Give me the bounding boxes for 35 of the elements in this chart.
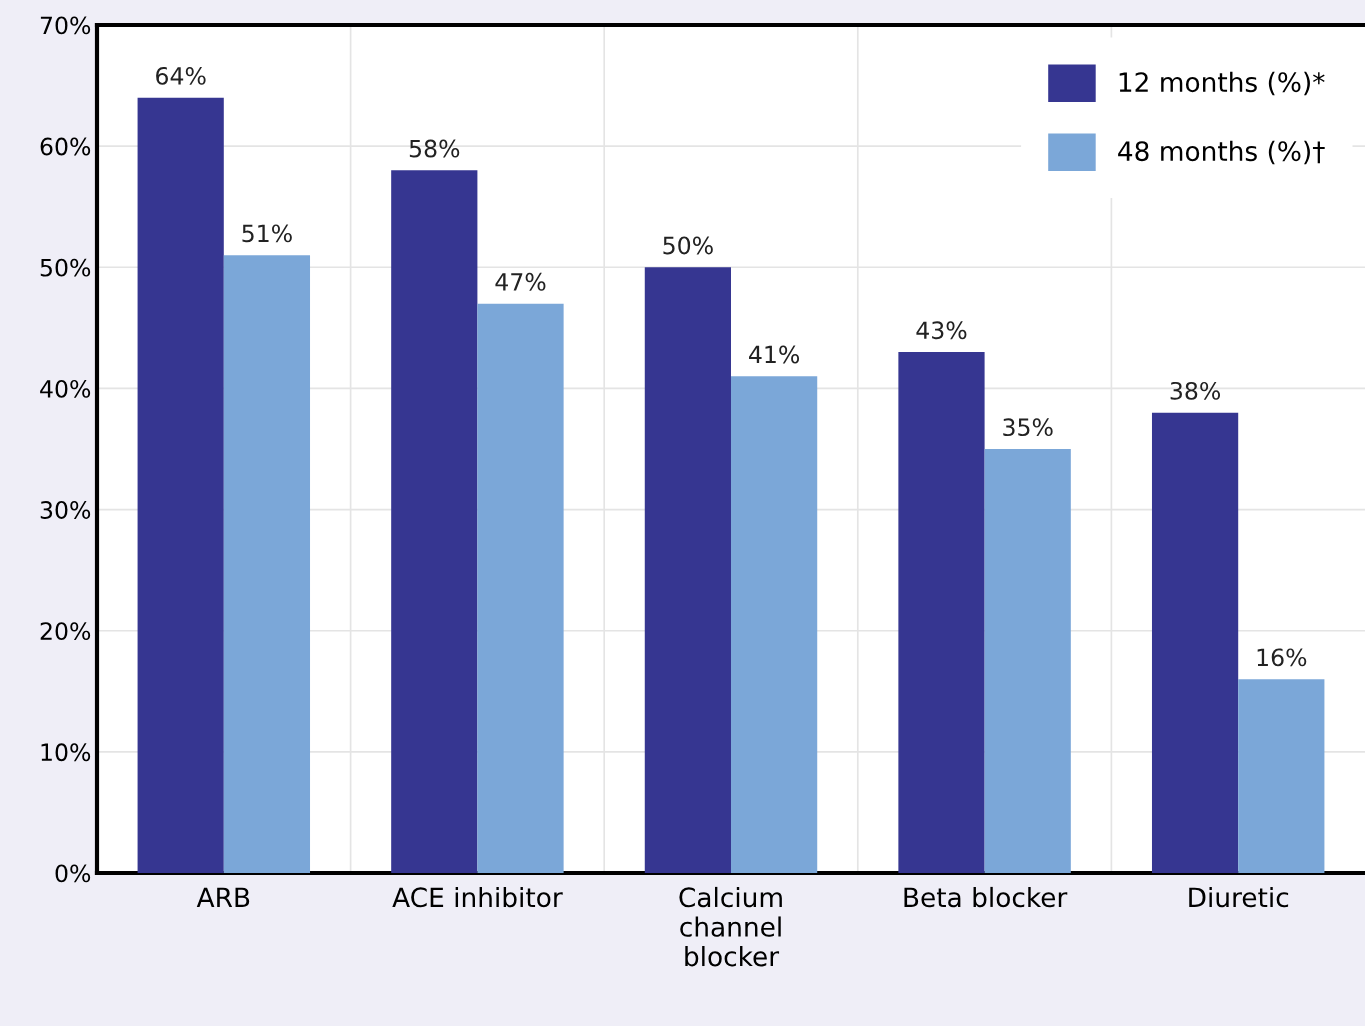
bar (644, 267, 731, 873)
legend-label: 48 months (%)† (1118, 140, 1325, 165)
y-tick-label: 20% (40, 622, 91, 641)
data-label: 43% (916, 321, 967, 340)
data-label: 58% (409, 139, 460, 158)
y-tick-label: 10% (41, 743, 91, 762)
data-label: 35% (1003, 418, 1053, 437)
bar (137, 97, 224, 873)
bar (223, 255, 311, 873)
data-label: 50% (663, 236, 713, 255)
data-label: 16% (1257, 648, 1307, 667)
data-label: 38% (1170, 381, 1221, 400)
bar (898, 352, 985, 873)
y-tick-label: 60% (40, 137, 91, 156)
y-tick-label: 70% (40, 16, 91, 35)
bar (1238, 679, 1325, 873)
data-label: 64% (156, 66, 206, 85)
x-tick-label: ACE inhibitor (392, 886, 563, 908)
x-tick-label: Beta blocker (904, 886, 1068, 908)
legend-label: 12 months (%)* (1119, 71, 1325, 96)
y-tick-label: 40% (40, 379, 91, 398)
bar (477, 303, 564, 873)
bar (731, 376, 818, 873)
bar (984, 449, 1071, 873)
x-tick-label: ARB (196, 887, 250, 907)
y-tick-label: 30% (40, 501, 91, 519)
bar (1151, 412, 1239, 873)
data-label: 51% (242, 224, 292, 243)
y-tick-label: 50% (40, 258, 91, 277)
data-label: 47% (495, 272, 546, 291)
bar (391, 170, 478, 873)
data-label: 41% (749, 345, 800, 364)
y-tick-label: 0% (55, 864, 91, 883)
x-tick-label: Calcium channel blocker (679, 886, 782, 967)
x-tick-label: Diuretic (1189, 886, 1289, 908)
